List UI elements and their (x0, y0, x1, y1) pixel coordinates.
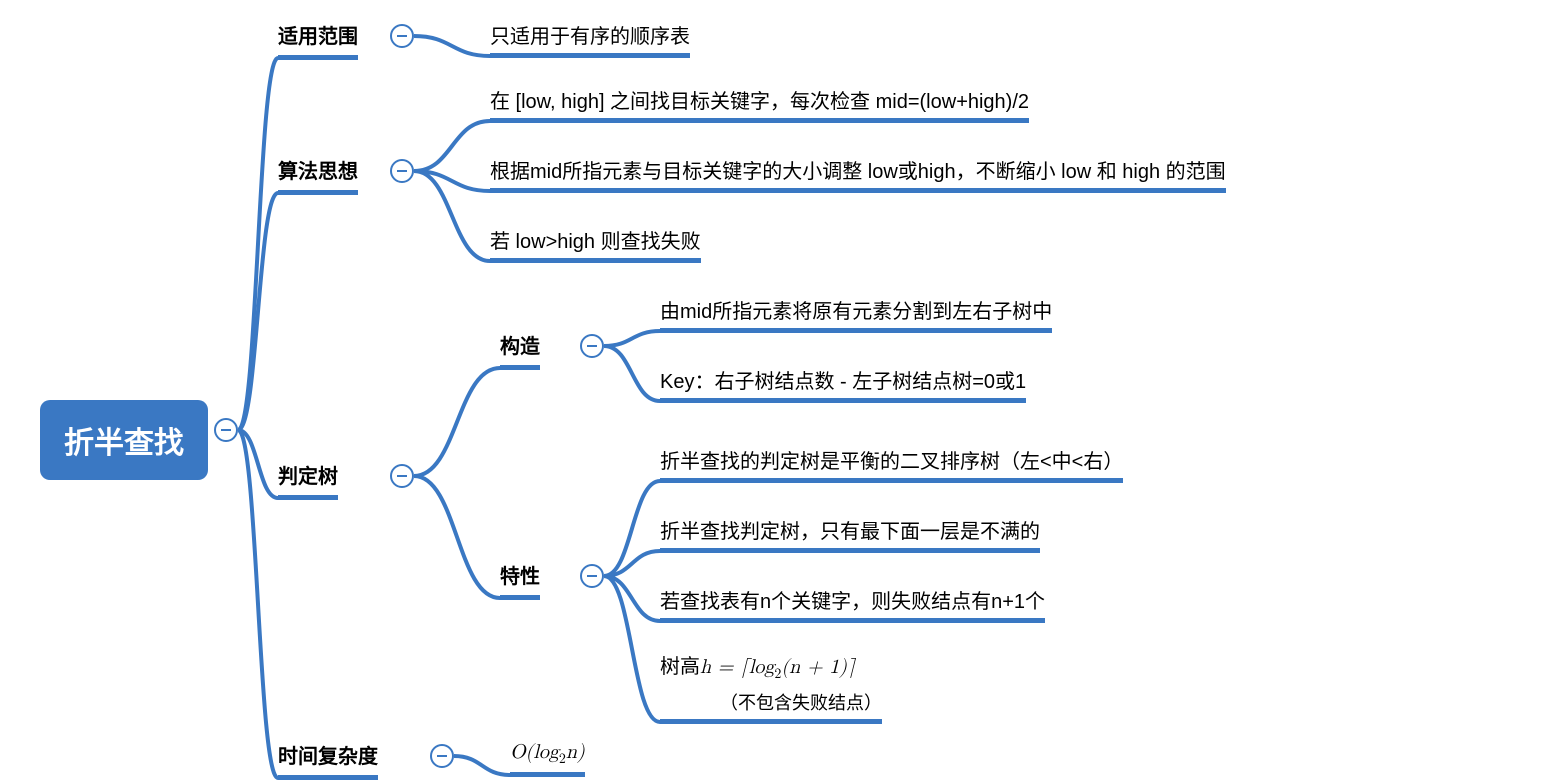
leaf-scope-0-label: 只适用于有序的顺序表 (490, 26, 690, 48)
connector (238, 430, 278, 778)
leaf-build-1-label: Key：右子树结点数 - 左子树结点树=0或1 (660, 371, 1026, 393)
branch-tree-build[interactable]: 构造 (500, 330, 540, 370)
leaf-time-0: O(log2n) (510, 740, 585, 777)
collapse-icon[interactable] (390, 24, 414, 48)
collapse-icon[interactable] (214, 418, 238, 442)
collapse-icon[interactable] (390, 464, 414, 488)
branch-scope[interactable]: 适用范围 (278, 20, 358, 60)
collapse-icon[interactable] (430, 744, 454, 768)
collapse-icon[interactable] (580, 334, 604, 358)
leaf-idea-0-label: 在 [low, high] 之间找目标关键字，每次检查 mid=(low+hig… (490, 91, 1029, 113)
connector (238, 193, 278, 430)
leaf-prop-0-label: 折半查找的判定树是平衡的二叉排序树（左<中<右） (660, 451, 1123, 473)
leaf-scope-0: 只适用于有序的顺序表 (490, 20, 690, 58)
connector (414, 368, 500, 476)
leaf-prop-1-label: 折半查找判定树，只有最下面一层是不满的 (660, 521, 1040, 543)
connector (604, 331, 660, 346)
leaf-idea-0: 在 [low, high] 之间找目标关键字，每次检查 mid=(low+hig… (490, 85, 1029, 123)
leaf-idea-1: 根据mid所指元素与目标关键字的大小调整 low或high，不断缩小 low 和… (490, 155, 1226, 193)
branch-idea[interactable]: 算法思想 (278, 155, 358, 195)
connector (238, 430, 278, 498)
leaf-prop-1: 折半查找判定树，只有最下面一层是不满的 (660, 515, 1040, 553)
leaf-prop-0: 折半查找的判定树是平衡的二叉排序树（左<中<右） (660, 445, 1123, 483)
branch-time[interactable]: 时间复杂度 (278, 740, 378, 780)
collapse-icon[interactable] (390, 159, 414, 183)
leaf-idea-2-label: 若 low>high 则查找失败 (490, 231, 701, 253)
connector (454, 756, 510, 775)
connector (414, 171, 490, 191)
branch-tree[interactable]: 判定树 (278, 460, 338, 500)
branch-time-label: 时间复杂度 (278, 746, 378, 768)
connector (604, 481, 660, 576)
connector (604, 576, 660, 722)
connector (414, 476, 500, 598)
connector (414, 171, 490, 261)
branch-idea-label: 算法思想 (278, 161, 358, 183)
leaf-prop-2: 若查找表有n个关键字，则失败结点有n+1个 (660, 585, 1045, 623)
connector (414, 36, 490, 56)
connector (414, 121, 490, 171)
branch-tree-prop-label: 特性 (500, 566, 540, 588)
leaf-prop-3: 树高h = ⌈log2(n + 1)⌉ （不包含失败结点） (660, 650, 882, 724)
leaf-prop-3-formula: 树高h = ⌈log2(n + 1)⌉ (660, 657, 856, 677)
leaf-idea-1-label: 根据mid所指元素与目标关键字的大小调整 low或high，不断缩小 low 和… (490, 161, 1226, 183)
connector (604, 346, 660, 401)
leaf-build-0: 由mid所指元素将原有元素分割到左右子树中 (660, 295, 1052, 333)
connector (604, 576, 660, 621)
branch-tree-prop[interactable]: 特性 (500, 560, 540, 600)
leaf-time-0-formula: O(log2n) (510, 742, 585, 762)
leaf-idea-2: 若 low>high 则查找失败 (490, 225, 701, 263)
branch-tree-label: 判定树 (278, 466, 338, 488)
branch-scope-label: 适用范围 (278, 26, 358, 48)
leaf-build-1: Key：右子树结点数 - 左子树结点树=0或1 (660, 365, 1026, 403)
leaf-prop-2-label: 若查找表有n个关键字，则失败结点有n+1个 (660, 591, 1045, 613)
collapse-icon[interactable] (580, 564, 604, 588)
connector (238, 58, 278, 430)
leaf-build-0-label: 由mid所指元素将原有元素分割到左右子树中 (660, 301, 1052, 323)
leaf-prop-3-subnote: （不包含失败结点） (720, 689, 882, 715)
branch-tree-build-label: 构造 (500, 336, 540, 358)
connector (604, 551, 660, 576)
root-node[interactable]: 折半查找 (40, 400, 208, 480)
